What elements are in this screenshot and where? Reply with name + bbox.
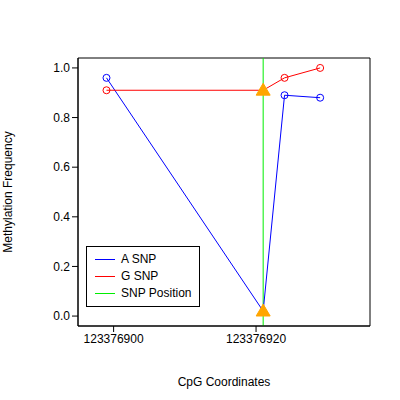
svg-text:Methylation Frequency: Methylation Frequency: [8, 131, 15, 252]
svg-text:123376920: 123376920: [226, 332, 286, 346]
svg-text:1.0: 1.0: [53, 61, 70, 75]
svg-text:CpG Coordinates: CpG Coordinates: [178, 375, 271, 389]
html-text:A SNP: A SNP: [121, 252, 157, 266]
html-text:G SNP: G SNP: [121, 269, 159, 283]
svg-text:0.2: 0.2: [53, 260, 70, 274]
svg-text:123376900: 123376900: [84, 332, 144, 346]
svg-text:0.8: 0.8: [53, 111, 70, 125]
svg-text:0.4: 0.4: [53, 210, 70, 224]
svg-text:0.6: 0.6: [53, 160, 70, 174]
html-text:SNP Position: SNP Position: [121, 286, 192, 300]
svg-text:0.0: 0.0: [53, 309, 70, 323]
